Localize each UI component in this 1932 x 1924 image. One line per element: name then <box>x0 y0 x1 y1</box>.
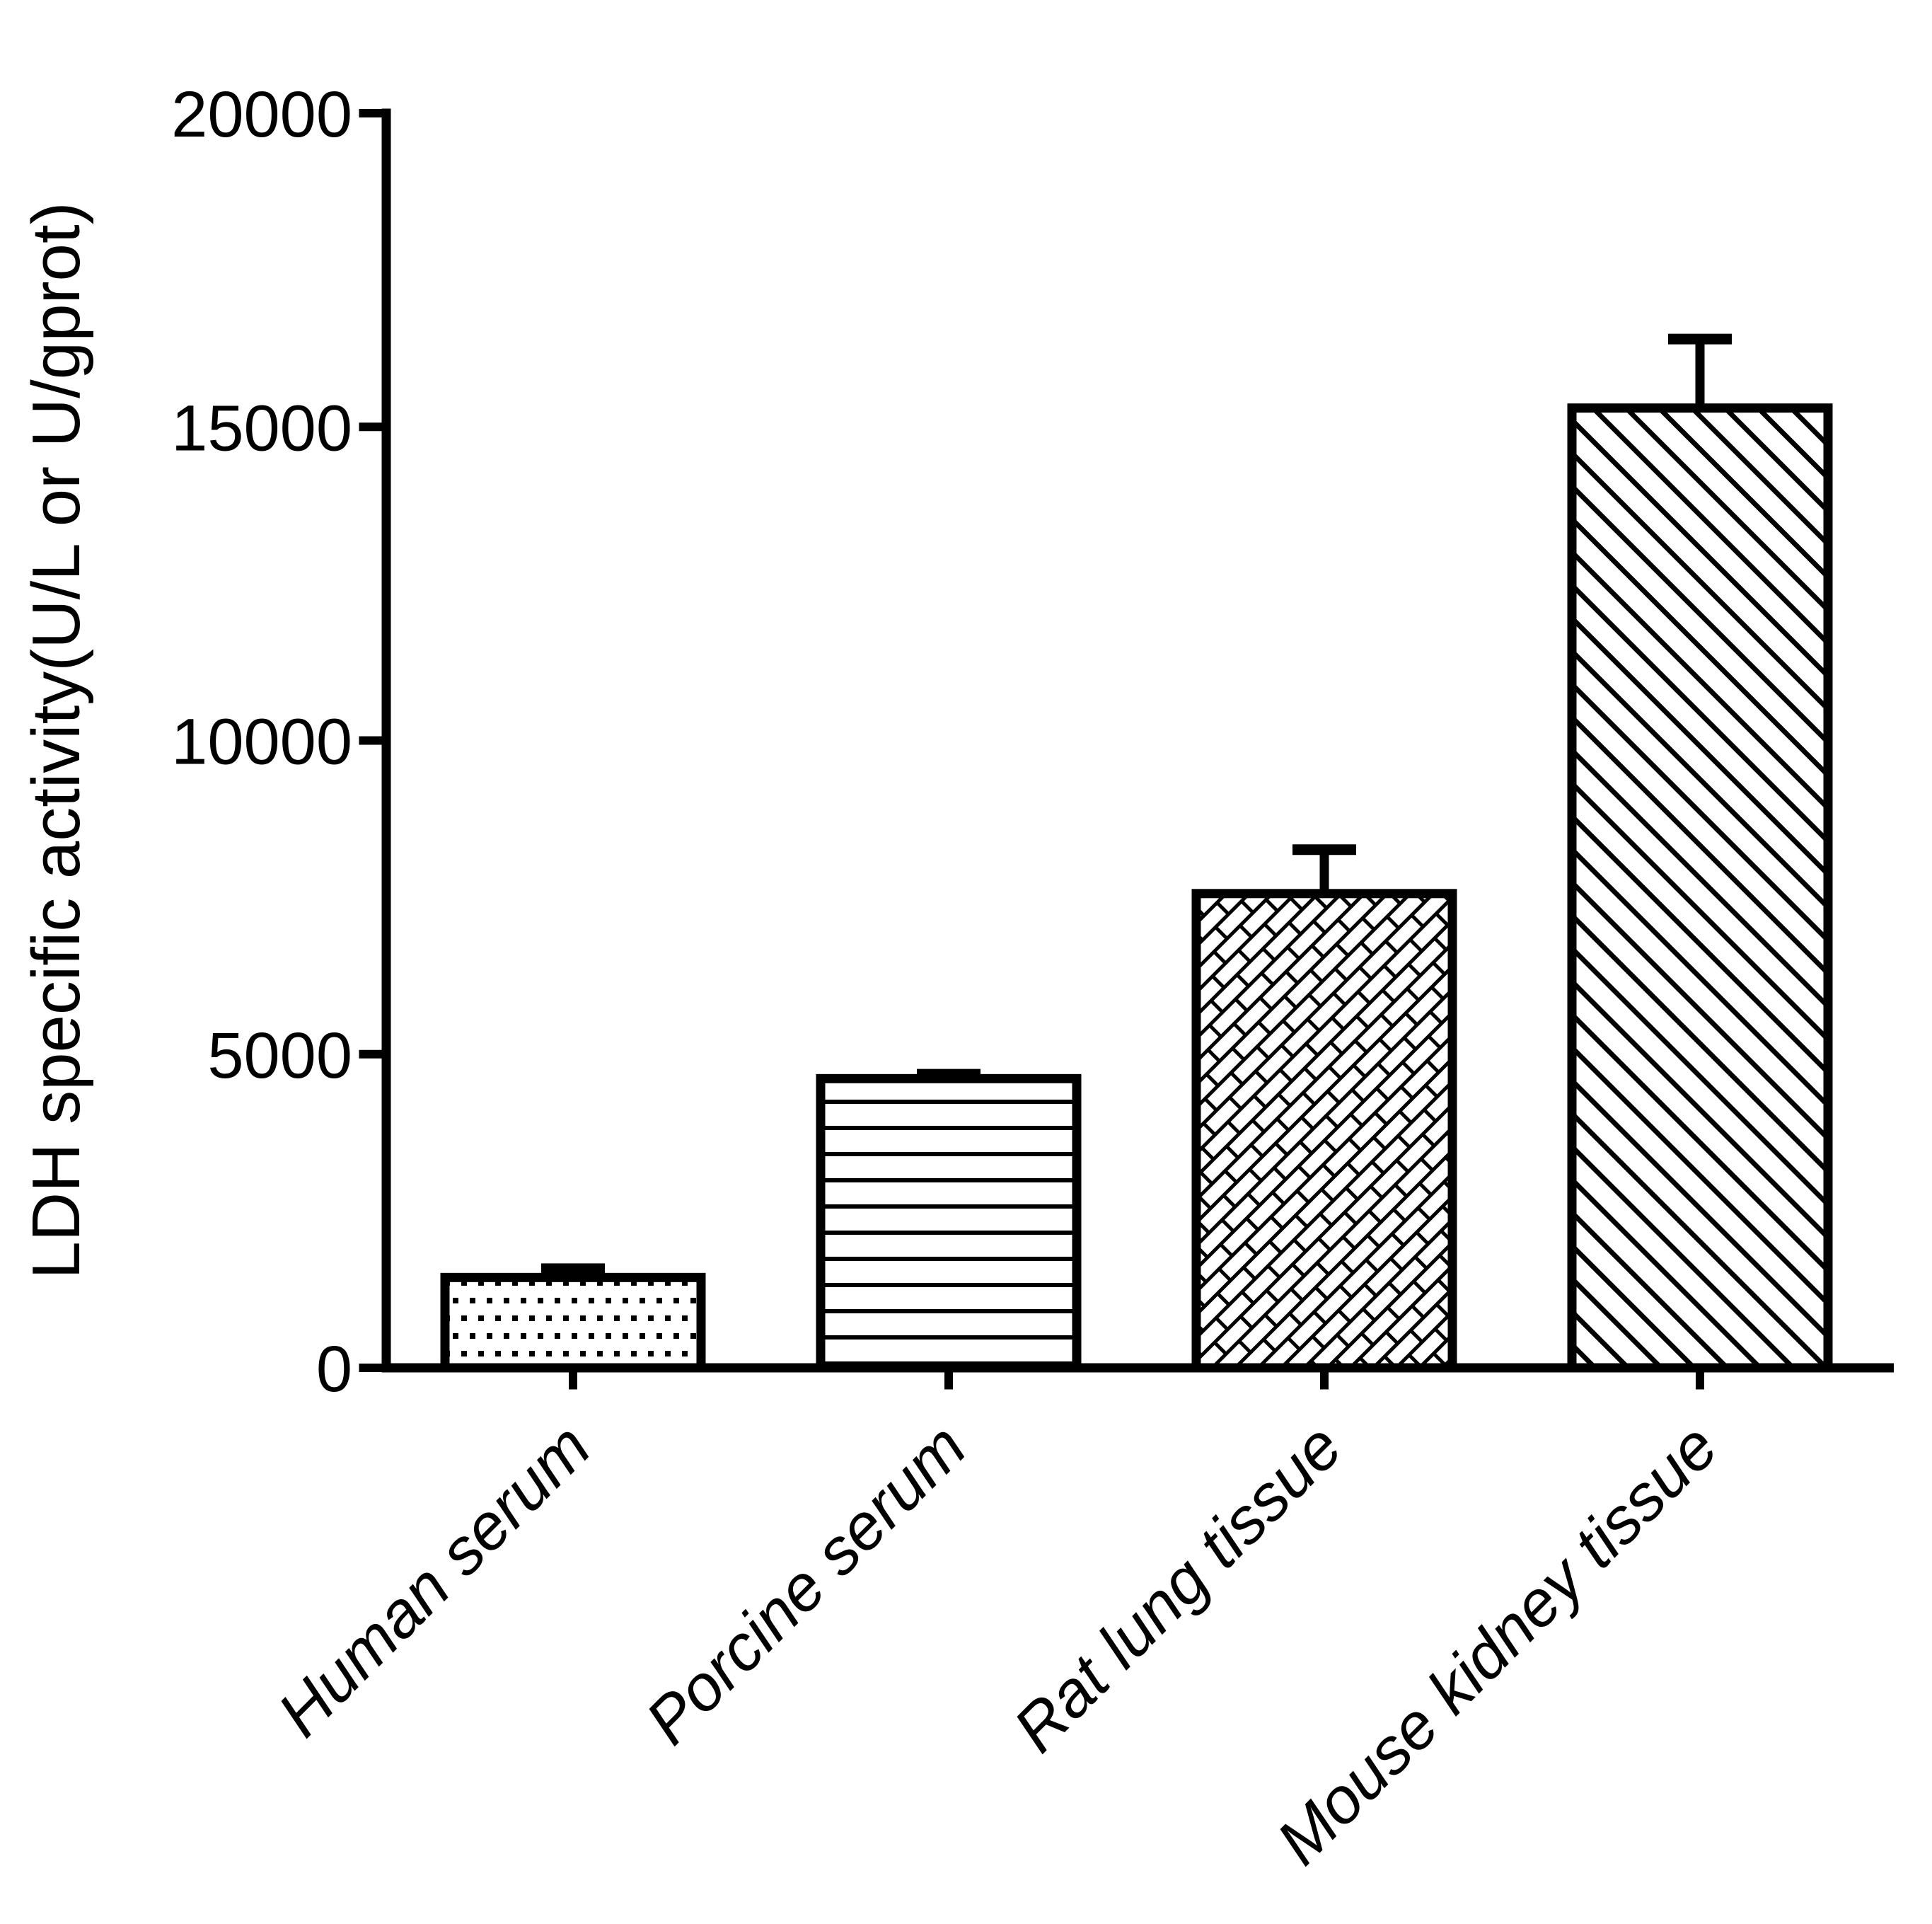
plot-area: 0 5000 10000 15000 20000 LDH specific activit… <box>18 79 1894 1879</box>
error-bar-cap-human-serum <box>541 1263 605 1274</box>
y-tick-label-20000: 20000 <box>171 79 352 151</box>
y-tick-10000 <box>359 736 382 745</box>
bar-group-porcine-serum: Porcine serum <box>632 1068 1082 1758</box>
y-tick-0 <box>359 1364 382 1372</box>
error-bar-cap-mouse-kidney-tissue <box>1668 333 1732 345</box>
y-tick-20000 <box>359 109 382 117</box>
x-tick-mouse-kidney-tissue <box>1696 1372 1704 1390</box>
y-tick-5000 <box>359 1049 382 1059</box>
y-tick-label-5000: 5000 <box>207 1020 352 1092</box>
y-tick-label-0: 0 <box>316 1333 352 1405</box>
y-tick-label-10000: 10000 <box>171 706 352 778</box>
y-tick-label-15000: 15000 <box>171 392 352 464</box>
x-tick-human-serum <box>569 1372 577 1390</box>
y-axis-title: LDH specific activity(U/L or U/gprot) <box>18 202 94 1279</box>
bar-mouse-kidney-tissue <box>1567 403 1833 1373</box>
bar-human-serum <box>440 1272 706 1373</box>
x-tick-porcine-serum <box>944 1372 953 1390</box>
x-tick-label-human-serum: Human serum <box>264 1410 604 1751</box>
error-bar-cap-rat-lung-tissue <box>1292 844 1356 856</box>
bar-rat-lung-tissue <box>1191 889 1457 1373</box>
y-tick-15000 <box>359 422 382 432</box>
x-axis-line <box>381 1363 1894 1373</box>
bar-porcine-serum <box>816 1073 1082 1373</box>
y-axis-line <box>381 108 391 1373</box>
x-tick-label-porcine-serum: Porcine serum <box>632 1410 981 1758</box>
x-tick-rat-lung-tissue <box>1320 1372 1329 1390</box>
x-tick-label-rat-lung-tissue: Rat lung tissue <box>1000 1410 1355 1765</box>
